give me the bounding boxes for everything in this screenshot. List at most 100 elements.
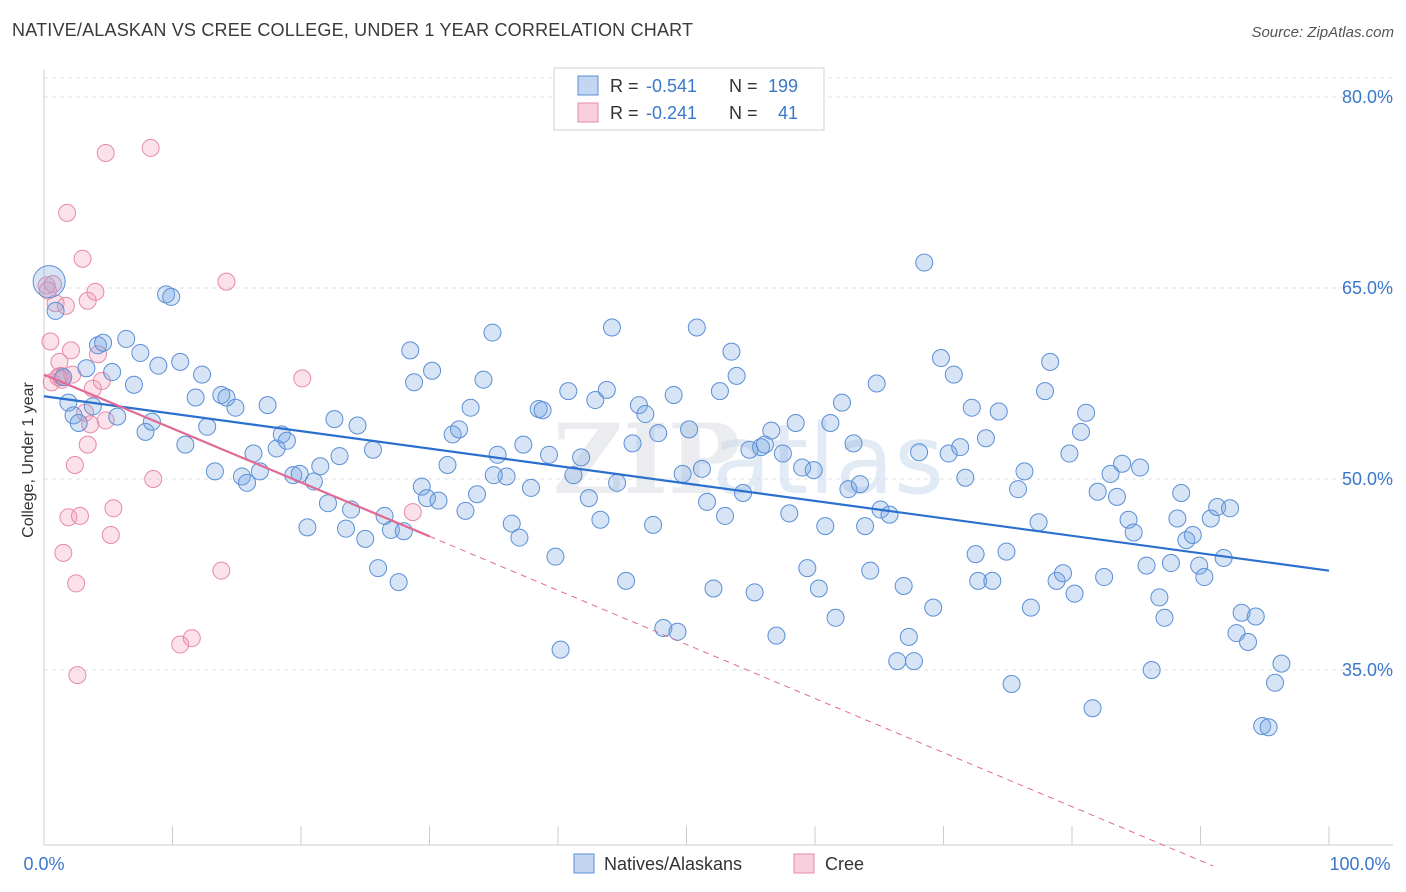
natives-point-153 <box>1009 480 1028 499</box>
natives-point-68 <box>483 323 502 342</box>
natives-point-6 <box>77 359 96 378</box>
natives-point-52 <box>381 520 400 539</box>
natives-point-17 <box>149 356 168 375</box>
natives-point-161 <box>1060 444 1079 463</box>
axes <box>43 70 1393 846</box>
natives-point-118 <box>793 458 812 477</box>
natives-point-151 <box>997 542 1016 561</box>
cree-point-37 <box>403 503 422 522</box>
watermark: ZIP atlas <box>553 403 944 516</box>
natives-point-143 <box>944 365 963 384</box>
natives-point-102 <box>698 492 717 511</box>
cree-point-39 <box>61 341 80 360</box>
legend-swatch-pink <box>577 102 599 123</box>
natives-point-164 <box>1077 403 1096 422</box>
cree-point-26 <box>96 411 115 430</box>
natives-point-146 <box>962 398 981 417</box>
natives-point-88 <box>608 473 627 492</box>
natives-point-5 <box>69 413 88 432</box>
y-axis-label: College, Under 1 year <box>20 382 37 538</box>
bottom-legend-swatch-natives <box>573 853 595 874</box>
natives-point-30 <box>238 473 257 492</box>
natives-point-198 <box>484 466 503 485</box>
natives-point-7 <box>83 397 102 416</box>
natives-point-18 <box>157 285 176 304</box>
legend-swatch-blue <box>577 75 599 96</box>
natives-point-183 <box>1190 556 1209 575</box>
natives-point-99 <box>680 420 699 439</box>
cree-points <box>37 138 422 685</box>
cree-point-21 <box>81 415 100 434</box>
x-tick-label-max: 100.0% <box>1329 854 1390 874</box>
cree-point-13 <box>65 455 84 474</box>
natives-point-169 <box>1107 487 1126 506</box>
cree-point-14 <box>67 574 86 593</box>
natives-point-123 <box>821 413 840 432</box>
natives-point-69 <box>488 445 507 464</box>
legend-r-value-1: -0.541 <box>646 76 697 96</box>
natives-point-36 <box>277 431 296 450</box>
series-legend: Natives/Alaskans Cree <box>573 853 864 874</box>
cree-point-25 <box>92 371 111 390</box>
natives-point-133 <box>880 505 899 524</box>
natives-point-34 <box>267 439 286 458</box>
natives-point-174 <box>1137 556 1156 575</box>
cree-point-33 <box>182 629 201 648</box>
natives-point-59 <box>423 361 442 380</box>
cree-point-5 <box>50 352 69 371</box>
cree-point-28 <box>104 499 123 518</box>
natives-point-177 <box>1155 608 1174 627</box>
natives-point-39 <box>298 518 317 537</box>
natives-point-107 <box>727 366 746 385</box>
natives-point-105 <box>716 506 735 525</box>
natives-points <box>32 253 1291 737</box>
natives-point-117 <box>786 413 805 432</box>
cree-point-32 <box>171 635 190 654</box>
natives-point-8 <box>88 336 107 355</box>
natives-point-66 <box>468 485 487 504</box>
natives-point-140 <box>924 598 943 617</box>
natives-point-178 <box>1161 554 1180 573</box>
natives-point-43 <box>325 410 344 429</box>
natives-point-73 <box>514 435 533 454</box>
natives-point-188 <box>1221 499 1240 518</box>
natives-point-141 <box>931 349 950 368</box>
natives-point-138 <box>910 443 929 462</box>
natives-point-92 <box>636 405 655 424</box>
natives-point-24 <box>198 417 217 436</box>
natives-trend-line <box>43 395 1330 572</box>
natives-point-45 <box>336 519 355 538</box>
natives-point-184 <box>1195 568 1214 587</box>
natives-point-170 <box>1113 454 1132 473</box>
natives-point-85 <box>591 510 610 529</box>
cree-point-4 <box>46 294 65 313</box>
natives-point-70 <box>497 467 516 486</box>
natives-point-115 <box>773 444 792 463</box>
natives-point-50 <box>369 559 388 578</box>
natives-point-142 <box>939 444 958 463</box>
natives-point-168 <box>1101 464 1120 483</box>
cree-point-27 <box>101 526 120 545</box>
natives-point-10 <box>103 363 122 382</box>
natives-point-19 <box>162 287 181 306</box>
natives-point-100 <box>687 318 706 337</box>
legend-n-label-1: N = <box>729 76 758 96</box>
cree-point-16 <box>70 506 89 525</box>
natives-point-165 <box>1083 699 1102 718</box>
cree-point-9 <box>56 296 75 315</box>
natives-point-49 <box>363 440 382 459</box>
cree-point-11 <box>59 508 78 527</box>
cree-point-34 <box>212 561 231 580</box>
natives-point-71 <box>502 514 521 533</box>
natives-point-119 <box>798 559 817 578</box>
natives-point-64 <box>456 501 475 520</box>
natives-point-25 <box>205 462 224 481</box>
natives-point-67 <box>474 370 493 389</box>
y-tick-label-35: 35.0% <box>1342 660 1393 680</box>
cree-trend-extension <box>429 535 1214 867</box>
natives-point-148 <box>976 429 995 448</box>
natives-point-89 <box>617 571 636 590</box>
natives-point-167 <box>1095 568 1114 587</box>
natives-point-173 <box>1131 458 1150 477</box>
